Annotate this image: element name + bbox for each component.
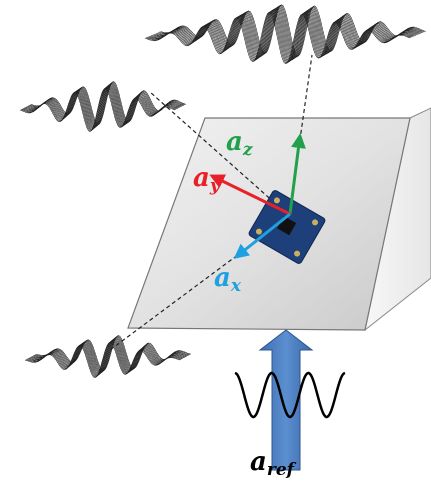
y-axis-arrow xyxy=(209,174,291,216)
sensor-board xyxy=(248,190,326,264)
wave-line xyxy=(30,338,187,375)
wave-line xyxy=(26,83,183,128)
wave-line xyxy=(29,81,186,126)
x-axis-arrow xyxy=(233,212,291,259)
z-axis-arrow xyxy=(288,133,306,215)
waveforms xyxy=(19,4,426,378)
wave-line xyxy=(28,82,185,127)
wave-line xyxy=(20,87,177,132)
wave-line xyxy=(25,84,182,128)
wave-line xyxy=(160,4,426,57)
wave-line xyxy=(22,86,179,130)
wave-line xyxy=(159,4,425,58)
wave-line xyxy=(33,336,190,373)
wave-line xyxy=(24,85,181,129)
label-az: az xyxy=(226,127,253,160)
wave-line xyxy=(27,340,184,376)
label-ax: ax xyxy=(214,263,242,296)
excitation-wave xyxy=(234,371,346,419)
wave-line xyxy=(28,339,185,376)
label-ay: ay xyxy=(193,163,221,196)
wave-line xyxy=(25,341,182,378)
wave-line xyxy=(34,335,191,372)
wave-line xyxy=(26,340,183,377)
wave-line xyxy=(23,85,180,130)
wave-line xyxy=(19,88,176,132)
wave-line xyxy=(158,5,424,58)
wave-line xyxy=(35,335,192,371)
wave-line xyxy=(24,342,181,378)
wave-line xyxy=(31,337,188,374)
excitation-arrow xyxy=(258,329,314,471)
wave-line xyxy=(32,337,189,373)
label-aref: aref xyxy=(250,447,297,480)
wave-line xyxy=(29,339,186,375)
wave-line xyxy=(27,83,184,127)
wave-line xyxy=(156,6,423,59)
wave-line xyxy=(30,81,187,125)
wave-line xyxy=(21,86,178,131)
